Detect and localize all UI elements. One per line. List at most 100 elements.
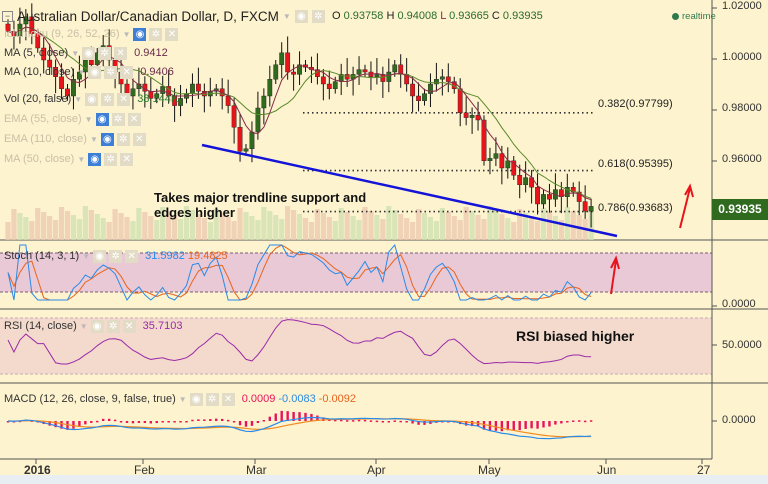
candle-bullish [297,64,302,75]
macd-hist-bar [78,421,81,427]
macd-hist-bar [48,421,51,426]
visibility-icon[interactable]: ◉ [82,47,96,60]
chevron-down-icon[interactable]: ▼ [74,95,83,104]
volume-bar [29,221,35,240]
close-icon[interactable]: ✕ [120,66,134,79]
candle-bearish [511,160,517,176]
candle-bullish [564,186,570,197]
close-icon[interactable]: ✕ [114,47,128,60]
gear-icon[interactable]: ✲ [205,393,219,406]
close-icon[interactable]: ✕ [127,113,141,126]
candle-bearish [320,76,326,85]
indicator-name: EMA (55, close) [4,113,82,125]
realtime-indicator: realtime [672,11,716,22]
volume-bar [237,208,243,240]
macd-hist-bar [351,420,355,422]
candle-bearish [166,86,172,97]
close-icon[interactable]: ✕ [117,93,131,106]
volume-bar [433,221,439,240]
macd-hist-bar [298,412,301,421]
volume-bar [166,211,172,240]
gear-icon[interactable]: ✲ [116,133,130,146]
collapse-icon[interactable]: − [2,11,13,22]
annotation-line-2: edges higher [154,205,235,220]
macd-hist-bar [345,420,349,422]
gear-icon[interactable]: ✲ [149,28,163,41]
volume-bar [35,208,41,240]
chevron-down-icon[interactable]: ▼ [77,155,86,164]
volume-bar [386,206,392,240]
chevron-down-icon[interactable]: ▼ [71,49,80,58]
gear-icon[interactable]: ✲ [98,47,112,60]
volume-bar [64,211,71,240]
candle-bearish [582,201,588,212]
gear-icon[interactable]: ✲ [101,93,115,106]
candle-bearish [499,153,505,169]
chevron-down-icon[interactable]: ▼ [79,322,88,331]
gear-icon[interactable]: ✲ [104,66,118,79]
volume-bar [160,207,166,240]
macd-hist-bar [411,421,414,424]
gear-icon[interactable]: ✲ [109,250,123,263]
close-icon[interactable]: ✕ [165,28,179,41]
macd-hist-bar [560,421,563,424]
macd-hist-bar [256,421,260,424]
volume-bar [130,221,136,240]
candle-bearish [463,112,469,118]
symbol-title[interactable]: − Australian Dollar/Canadian Dollar, D, … [2,9,325,24]
visibility-icon[interactable]: ◉ [95,113,109,126]
visibility-icon[interactable]: ◉ [294,10,308,23]
chevron-down-icon[interactable]: ▼ [282,12,291,21]
close-icon[interactable]: ✕ [221,393,235,406]
volume-bar [499,214,505,240]
volume-bar [201,218,207,240]
annotation-trendline: Takes major trendline support and edges … [154,190,366,220]
visibility-icon[interactable]: ◉ [189,393,203,406]
gear-icon[interactable]: ✲ [111,113,125,126]
volume-bar [505,218,511,240]
macd-hist-bar [417,421,420,425]
chevron-down-icon[interactable]: ▼ [77,68,86,77]
macd-hist-bar [155,421,158,424]
macd-hist-bar [357,419,361,422]
volume-bar [523,213,529,240]
volume-bar [261,207,267,240]
visibility-icon[interactable]: ◉ [93,250,107,263]
gear-icon[interactable]: ✲ [104,153,118,166]
visibility-icon[interactable]: ◉ [133,28,147,41]
indicator-name: MA (50, close) [4,153,75,165]
volume-bar [540,208,547,240]
annotation-rsi: RSI biased higher [516,328,635,344]
gear-icon[interactable]: ✲ [106,320,120,333]
macd-hist-bar [232,421,236,423]
visibility-icon[interactable]: ◉ [100,133,114,146]
chevron-down-icon[interactable]: ▼ [82,252,91,261]
close-icon[interactable]: ✕ [120,153,134,166]
volume-bar [308,222,315,240]
visibility-icon[interactable]: ◉ [85,93,99,106]
chevron-down-icon[interactable]: ▼ [178,395,187,404]
close-icon[interactable]: ✕ [125,250,139,263]
gear-icon[interactable]: ✲ [311,10,325,23]
chevron-down-icon[interactable]: ▼ [84,115,93,124]
chevron-down-icon[interactable]: ▼ [89,135,98,144]
time-tick: Feb [134,463,155,477]
visibility-icon[interactable]: ◉ [88,153,102,166]
close-icon[interactable]: ✕ [122,320,136,333]
candle-bullish [261,95,267,109]
candle-bearish [535,186,540,205]
close-icon[interactable]: ✕ [132,133,146,146]
chevron-down-icon[interactable]: ▼ [122,30,131,39]
macd-hist-bar [250,421,254,426]
visibility-icon[interactable]: ◉ [88,66,102,79]
time-tick: 27 [697,463,711,477]
close-label: C [491,10,500,22]
visibility-icon[interactable]: ◉ [90,320,104,333]
candle-bullish [76,71,82,80]
volume-bar [475,215,481,240]
macd-signal-line [7,418,592,438]
candle-bullish [178,98,183,106]
candle-bearish [326,83,332,90]
macd-hist-bar [72,421,75,429]
